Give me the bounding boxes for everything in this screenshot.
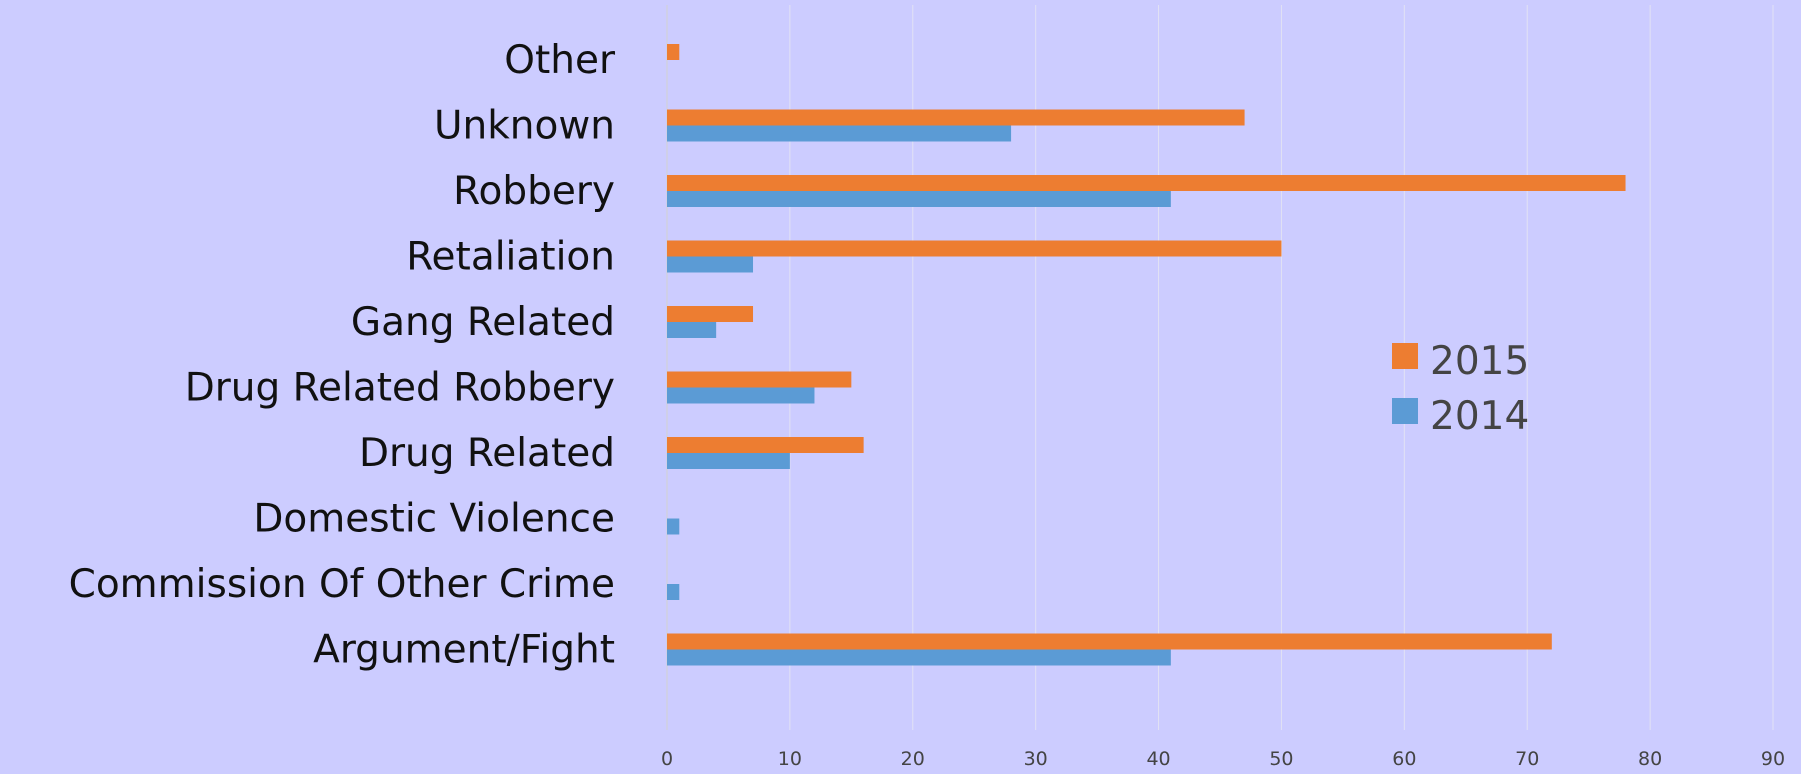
x-tick-label: 0 [661,748,673,770]
bar-2014 [667,125,1012,142]
legend: 2015 2014 [1392,339,1529,439]
x-tick-label: 80 [1638,748,1662,770]
bar-2015 [667,306,754,322]
bar-2015 [667,633,1552,650]
bar-2015 [667,44,680,60]
x-tick-label: 30 [1024,748,1048,770]
legend-label-2015: 2015 [1430,339,1529,384]
bar-2015 [667,175,1626,191]
legend-swatch-2015 [1392,343,1418,369]
category-labels: Other Unknown Robbery Retaliation Gang Relat… [69,38,616,673]
category-label: Gang Related [351,300,615,345]
bar-2014 [667,649,1171,666]
x-tick-label: 20 [901,748,925,770]
bar-2014 [667,322,717,338]
category-label: Drug Related Robbery [185,366,615,411]
category-label: Commission Of Other Crime [69,562,615,607]
x-axis-tick-labels: 0 10 20 30 40 50 60 70 80 90 [661,748,1785,770]
x-tick-label: 70 [1515,748,1539,770]
category-label: Argument/Fight [313,628,615,673]
bar-2015 [667,437,864,453]
x-tick-label: 90 [1761,748,1785,770]
category-label: Other [504,38,616,83]
category-label: Domestic Violence [253,497,615,542]
bar-2015 [667,240,1282,257]
x-tick-label: 40 [1146,748,1170,770]
category-label: Unknown [434,104,615,149]
category-label: Retaliation [406,235,615,280]
bars [667,44,1626,666]
bar-2015 [667,109,1245,126]
bar-2014 [667,453,790,469]
legend-swatch-2014 [1392,398,1418,424]
bar-2014 [667,584,680,600]
bar-2014 [667,518,680,535]
category-label: Robbery [453,169,615,214]
x-tick-label: 50 [1269,748,1293,770]
x-tick-label: 10 [778,748,802,770]
bar-2014 [667,387,815,404]
bar-2015 [667,371,852,388]
bar-2014 [667,256,754,273]
x-tick-label: 60 [1392,748,1416,770]
bar-2014 [667,191,1171,207]
legend-label-2014: 2014 [1430,394,1529,439]
category-label: Drug Related [359,431,615,476]
